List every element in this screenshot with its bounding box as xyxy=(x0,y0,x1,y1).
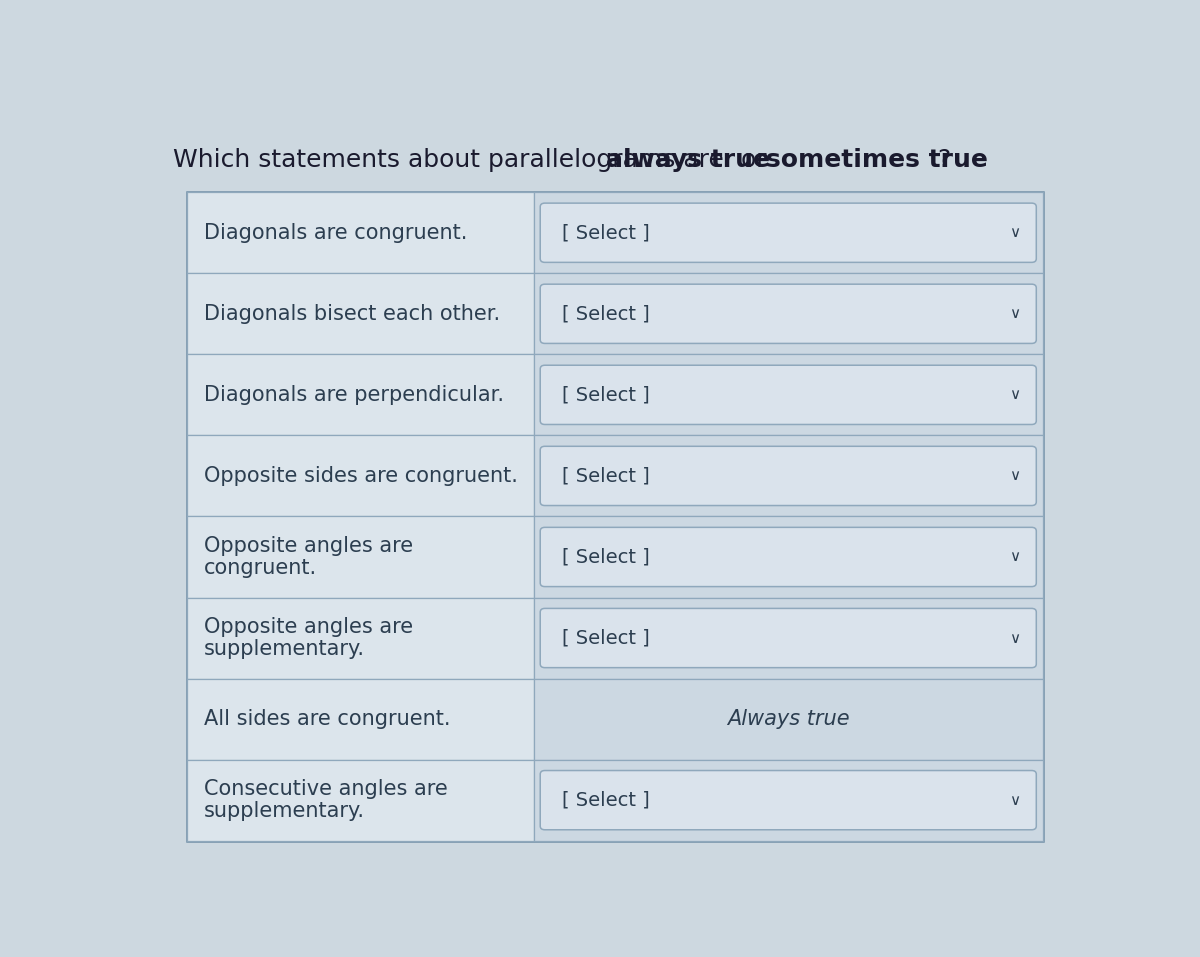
Text: [ Select ]: [ Select ] xyxy=(562,790,649,810)
FancyBboxPatch shape xyxy=(534,435,1043,517)
FancyBboxPatch shape xyxy=(540,203,1037,262)
Text: Opposite angles are: Opposite angles are xyxy=(204,536,413,556)
Text: ∨: ∨ xyxy=(1009,225,1020,240)
FancyBboxPatch shape xyxy=(187,192,534,274)
Text: or: or xyxy=(733,148,775,172)
FancyBboxPatch shape xyxy=(534,597,1043,679)
FancyBboxPatch shape xyxy=(534,274,1043,354)
FancyBboxPatch shape xyxy=(187,354,534,435)
FancyBboxPatch shape xyxy=(534,354,1043,435)
FancyBboxPatch shape xyxy=(534,517,1043,597)
Text: supplementary.: supplementary. xyxy=(204,639,365,659)
Text: always true: always true xyxy=(606,148,770,172)
FancyBboxPatch shape xyxy=(187,192,1043,840)
FancyBboxPatch shape xyxy=(187,435,534,517)
Text: ∨: ∨ xyxy=(1009,468,1020,483)
FancyBboxPatch shape xyxy=(540,609,1037,668)
Text: supplementary.: supplementary. xyxy=(204,802,365,821)
FancyBboxPatch shape xyxy=(187,517,534,597)
Text: ∨: ∨ xyxy=(1009,549,1020,565)
Text: [ Select ]: [ Select ] xyxy=(562,466,649,485)
FancyBboxPatch shape xyxy=(534,192,1043,274)
FancyBboxPatch shape xyxy=(540,284,1037,344)
Text: ?: ? xyxy=(937,148,950,172)
FancyBboxPatch shape xyxy=(540,770,1037,830)
Text: [ Select ]: [ Select ] xyxy=(562,304,649,323)
Text: Opposite angles are: Opposite angles are xyxy=(204,616,413,636)
Text: ∨: ∨ xyxy=(1009,792,1020,808)
FancyBboxPatch shape xyxy=(540,366,1037,425)
Text: congruent.: congruent. xyxy=(204,558,317,578)
Text: ∨: ∨ xyxy=(1009,631,1020,646)
FancyBboxPatch shape xyxy=(187,679,534,760)
FancyBboxPatch shape xyxy=(187,760,534,840)
FancyBboxPatch shape xyxy=(534,679,1043,760)
Text: Opposite sides are congruent.: Opposite sides are congruent. xyxy=(204,466,518,486)
FancyBboxPatch shape xyxy=(540,527,1037,587)
Text: Diagonals bisect each other.: Diagonals bisect each other. xyxy=(204,303,500,323)
Text: Consecutive angles are: Consecutive angles are xyxy=(204,779,448,799)
Text: Diagonals are congruent.: Diagonals are congruent. xyxy=(204,223,467,243)
Text: ∨: ∨ xyxy=(1009,388,1020,402)
FancyBboxPatch shape xyxy=(187,597,534,679)
Text: [ Select ]: [ Select ] xyxy=(562,629,649,648)
Text: ∨: ∨ xyxy=(1009,306,1020,322)
Text: [ Select ]: [ Select ] xyxy=(562,223,649,242)
FancyBboxPatch shape xyxy=(534,760,1043,840)
FancyBboxPatch shape xyxy=(540,446,1037,505)
Text: sometimes true: sometimes true xyxy=(766,148,988,172)
Text: [ Select ]: [ Select ] xyxy=(562,386,649,405)
Text: Always true: Always true xyxy=(727,709,850,729)
FancyBboxPatch shape xyxy=(187,274,534,354)
Text: Diagonals are perpendicular.: Diagonals are perpendicular. xyxy=(204,385,504,405)
Text: [ Select ]: [ Select ] xyxy=(562,547,649,567)
Text: Which statements about parallelograms are: Which statements about parallelograms ar… xyxy=(173,148,732,172)
Text: All sides are congruent.: All sides are congruent. xyxy=(204,709,450,729)
